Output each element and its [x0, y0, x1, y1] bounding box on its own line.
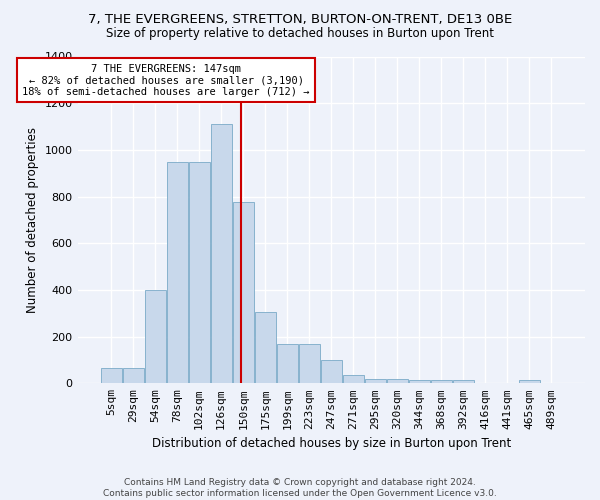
Bar: [387, 379, 408, 384]
Text: 7, THE EVERGREENS, STRETTON, BURTON-ON-TRENT, DE13 0BE: 7, THE EVERGREENS, STRETTON, BURTON-ON-T…: [88, 12, 512, 26]
Bar: [145, 290, 166, 384]
Bar: [277, 344, 298, 384]
Bar: [343, 375, 364, 384]
Bar: [299, 344, 320, 384]
Bar: [122, 368, 143, 384]
Text: 7 THE EVERGREENS: 147sqm
← 82% of detached houses are smaller (3,190)
18% of sem: 7 THE EVERGREENS: 147sqm ← 82% of detach…: [22, 64, 310, 96]
Text: Size of property relative to detached houses in Burton upon Trent: Size of property relative to detached ho…: [106, 28, 494, 40]
Bar: [409, 380, 430, 384]
Text: Contains HM Land Registry data © Crown copyright and database right 2024.
Contai: Contains HM Land Registry data © Crown c…: [103, 478, 497, 498]
Bar: [255, 312, 275, 384]
Bar: [453, 380, 474, 384]
Bar: [321, 360, 342, 384]
Bar: [189, 162, 209, 384]
Y-axis label: Number of detached properties: Number of detached properties: [26, 127, 39, 313]
Bar: [431, 380, 452, 384]
Bar: [101, 368, 122, 384]
Bar: [365, 378, 386, 384]
Bar: [211, 124, 232, 384]
Bar: [167, 162, 188, 384]
Bar: [233, 202, 254, 384]
X-axis label: Distribution of detached houses by size in Burton upon Trent: Distribution of detached houses by size …: [152, 437, 511, 450]
Bar: [519, 380, 540, 384]
